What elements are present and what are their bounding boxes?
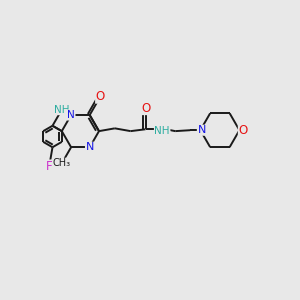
Text: O: O <box>141 102 150 115</box>
Text: NH: NH <box>54 105 70 115</box>
Text: O: O <box>238 124 248 137</box>
Text: F: F <box>46 160 53 173</box>
Text: N: N <box>197 125 206 135</box>
Text: N: N <box>67 110 75 120</box>
Text: N: N <box>85 142 94 152</box>
Text: O: O <box>96 90 105 103</box>
Text: CH₃: CH₃ <box>53 158 71 168</box>
Text: NH: NH <box>154 126 170 136</box>
